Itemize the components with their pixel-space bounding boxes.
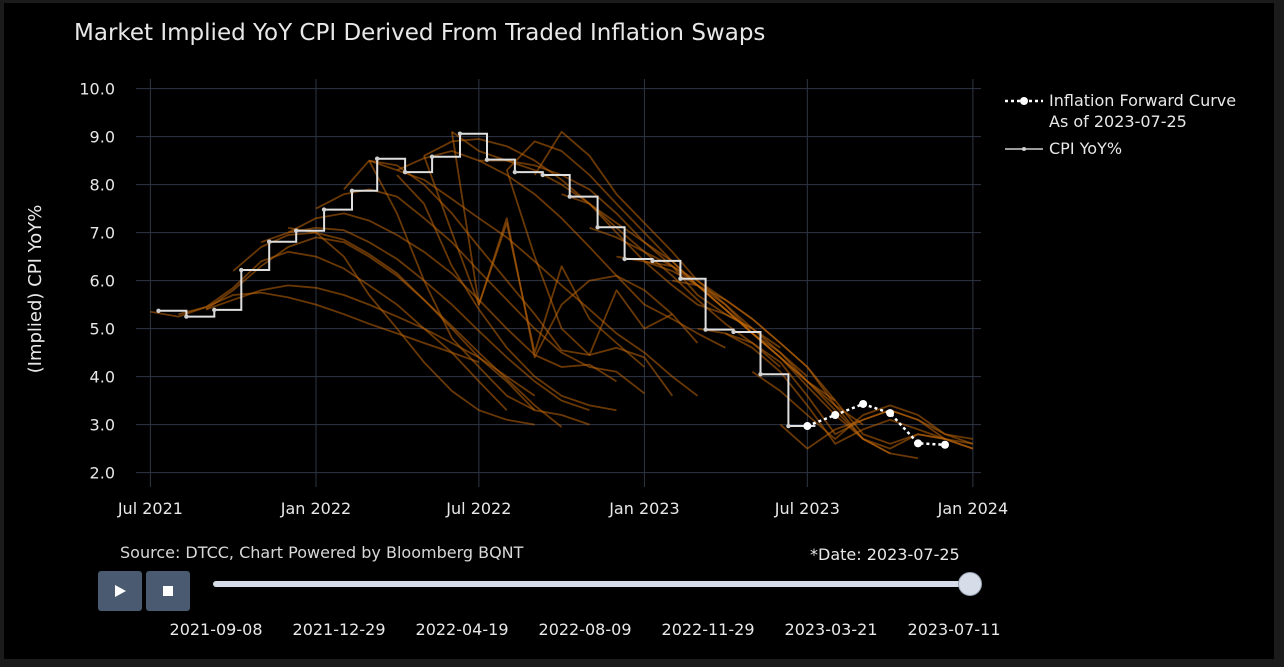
cpi-point	[457, 131, 463, 136]
history-curve-18	[644, 260, 946, 445]
current-date-label: *Date: 2023-07-25	[810, 545, 960, 564]
cpi-point	[374, 156, 380, 161]
y-tick-labels: 10.0 9.0 8.0 7.0 6.0 5.0 4.0 3.0 2.0	[79, 80, 115, 483]
forward-curve-point	[941, 440, 950, 449]
legend-swatch-cpi	[1005, 147, 1043, 151]
cpi-point	[703, 327, 708, 332]
y-tick-label: 5.0	[90, 320, 115, 339]
y-tick-label: 4.0	[90, 368, 115, 387]
y-tick-label: 2.0	[90, 464, 115, 483]
legend-label-cpi: CPI YoY%	[1049, 139, 1123, 158]
history-curve-25	[287, 226, 535, 426]
slider-tick-label: 2021-09-08	[169, 620, 263, 639]
legend-label-forward-line1: Inflation Forward Curve	[1049, 91, 1237, 110]
history-curve-27	[396, 174, 617, 412]
cpi-point	[156, 308, 161, 314]
history-curve-3	[232, 231, 563, 428]
cpi-point	[758, 372, 763, 377]
history-curve-28	[423, 155, 645, 368]
date-slider-thumb[interactable]	[958, 572, 982, 596]
cpi-point	[567, 194, 572, 199]
cpi-point	[212, 307, 217, 313]
history-curve-1	[178, 250, 508, 411]
cpi-point	[622, 256, 627, 262]
stop-button[interactable]	[146, 571, 190, 611]
x-tick-label: Jul 2021	[117, 499, 183, 518]
x-tick-labels: Jul 2021 Jan 2022 Jul 2022 Jan 2023 Jul 2023…	[117, 499, 1008, 518]
history-curve-7	[343, 159, 674, 397]
cpi-point	[650, 258, 655, 264]
history-curve-30	[505, 169, 673, 356]
history-curve-23	[779, 409, 974, 450]
y-tick-label: 7.0	[90, 224, 115, 243]
cpi-point	[293, 228, 299, 233]
cpi-point	[402, 169, 408, 175]
forward-curve-point	[859, 399, 868, 408]
history-curve-17	[616, 255, 919, 460]
y-axis-label: (Implied) CPI YoY%	[25, 205, 46, 374]
history-curve-8	[368, 159, 699, 397]
forward-curve-point	[914, 439, 923, 448]
cpi-point	[595, 225, 600, 230]
forward-curve-line	[806, 402, 946, 447]
cpi-point	[678, 276, 683, 281]
x-tick-label: Jul 2022	[445, 499, 511, 518]
y-tick-label: 6.0	[90, 272, 115, 291]
slider-tick-label: 2023-03-21	[784, 620, 878, 639]
cpi-point	[266, 239, 272, 244]
history-curve-19	[672, 279, 974, 450]
history-curve-0	[150, 291, 480, 364]
cpi-point	[429, 154, 435, 159]
play-icon	[115, 585, 126, 597]
cpi-point	[731, 329, 736, 335]
x-tick-label: Jan 2024	[937, 499, 1008, 518]
stop-icon	[163, 586, 173, 596]
cpi-point	[184, 314, 189, 319]
cpi-series	[156, 131, 816, 429]
history-curve-6	[315, 188, 645, 395]
forward-curve-point	[886, 409, 895, 418]
history-curve-5	[287, 212, 617, 383]
x-tick-label: Jul 2023	[774, 499, 840, 518]
historical-forward-curves	[150, 130, 974, 460]
cpi-point	[786, 423, 791, 429]
x-tick-label: Jan 2022	[280, 499, 351, 518]
chart-title: Market Implied YoY CPI Derived From Trad…	[74, 20, 766, 46]
history-curve-12	[478, 159, 781, 368]
x-tick-label: Jan 2023	[608, 499, 679, 518]
chart-frame	[4, 3, 1274, 659]
slider-tick-label: 2022-04-19	[415, 620, 509, 639]
y-tick-label: 9.0	[90, 128, 115, 147]
slider-tick-label: 2022-11-29	[661, 620, 755, 639]
history-curve-9	[396, 150, 726, 349]
slider-tick-label: 2023-07-11	[907, 620, 1001, 639]
cpi-point	[540, 172, 545, 178]
cpi-point	[321, 207, 327, 212]
play-button[interactable]	[98, 571, 142, 611]
cpi-point	[349, 188, 355, 194]
slider-tick-label: 2022-08-09	[538, 620, 632, 639]
legend-label-forward-line2: As of 2023-07-25	[1049, 112, 1187, 131]
date-slider-track[interactable]	[213, 581, 970, 587]
y-tick-label: 10.0	[79, 80, 115, 99]
cpi-point	[484, 157, 490, 162]
history-curve-24	[205, 284, 536, 397]
forward-curve-point	[831, 411, 840, 419]
history-curve-26	[368, 160, 590, 426]
history-curve-29	[451, 131, 699, 359]
cpi-line	[158, 132, 816, 427]
y-tick-label: 3.0	[90, 416, 115, 435]
slider-tick-label: 2021-12-29	[292, 620, 386, 639]
cpi-point	[512, 169, 518, 175]
source-note: Source: DTCC, Chart Powered by Bloomberg…	[120, 543, 524, 562]
history-curve-20	[697, 327, 974, 450]
cpi-point	[239, 267, 244, 273]
y-tick-label: 8.0	[90, 176, 115, 195]
legend-swatch-forward	[1005, 97, 1043, 105]
forward-curve-series	[803, 399, 950, 449]
forward-curve-point	[803, 422, 812, 431]
history-curve-16	[589, 226, 891, 455]
